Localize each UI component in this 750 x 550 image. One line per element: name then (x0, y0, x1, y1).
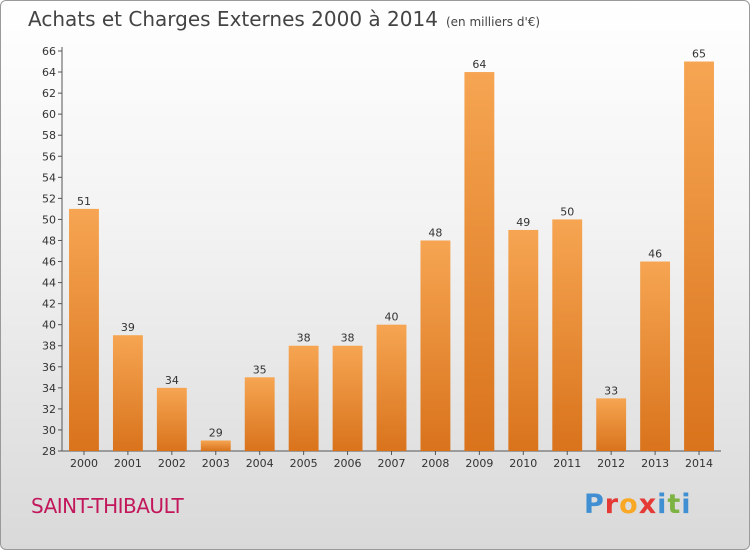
bar-value-label: 39 (121, 321, 135, 334)
y-tick-label: 54 (42, 171, 56, 184)
y-tick-label: 32 (42, 403, 56, 416)
logo-letter: t (667, 489, 682, 520)
x-tick-label: 2008 (421, 457, 449, 470)
y-tick-label: 34 (42, 382, 56, 395)
bar-value-label: 65 (692, 48, 706, 61)
y-tick-label: 46 (42, 256, 56, 269)
x-tick-label: 2009 (465, 457, 493, 470)
bar-value-label: 35 (253, 363, 267, 376)
logo-letter: i (657, 489, 668, 520)
logo-letter: o (619, 489, 639, 520)
y-tick-label: 60 (42, 108, 56, 121)
bar (112, 335, 143, 451)
x-tick-label: 2002 (158, 457, 186, 470)
y-tick-label: 62 (42, 87, 56, 100)
chart-title-text: Achats et Charges Externes 2000 à 2014 (28, 7, 438, 31)
bar-value-label: 29 (209, 426, 223, 439)
bar (640, 261, 671, 451)
bar (200, 440, 231, 451)
bar-value-label: 64 (472, 58, 486, 71)
bar-value-label: 33 (604, 384, 618, 397)
y-tick-label: 44 (42, 277, 56, 290)
bar (156, 387, 187, 451)
bar-value-label: 49 (516, 216, 530, 229)
bar (596, 398, 627, 451)
logo-letter: P (584, 489, 605, 520)
bar-value-label: 46 (648, 248, 662, 261)
y-tick-label: 40 (42, 319, 56, 332)
y-tick-label: 42 (42, 298, 56, 311)
bar-value-label: 38 (297, 332, 311, 345)
bar-value-label: 48 (428, 226, 442, 239)
x-tick-label: 2010 (509, 457, 537, 470)
logo-letter: x (638, 489, 658, 520)
y-tick-label: 56 (42, 150, 56, 163)
x-tick-label: 2003 (202, 457, 230, 470)
y-tick-label: 50 (42, 213, 56, 226)
x-tick-label: 2014 (685, 457, 713, 470)
x-tick-label: 2012 (597, 457, 625, 470)
x-tick-label: 2004 (246, 457, 274, 470)
y-tick-label: 64 (42, 66, 56, 79)
x-tick-label: 2001 (114, 457, 142, 470)
bar (288, 345, 319, 451)
y-tick-label: 58 (42, 129, 56, 142)
logo-letter: r (604, 489, 620, 520)
x-tick-label: 2000 (70, 457, 98, 470)
bar (376, 324, 407, 451)
y-tick-label: 36 (42, 361, 56, 374)
x-tick-label: 2005 (290, 457, 318, 470)
y-tick-label: 28 (42, 445, 56, 458)
x-tick-label: 2013 (641, 457, 669, 470)
y-tick-label: 30 (42, 424, 56, 437)
bar-value-label: 40 (385, 311, 399, 324)
chart-unit: (en milliers d'€) (445, 15, 541, 29)
city-name: SAINT-THIBAULT (31, 494, 184, 518)
bar (332, 345, 363, 451)
y-tick-label: 52 (42, 192, 56, 205)
bar (684, 61, 714, 452)
bar (244, 377, 275, 451)
y-tick-label: 38 (42, 340, 56, 353)
x-tick-label: 2006 (334, 457, 362, 470)
logo-letter: i (681, 489, 692, 520)
bar (508, 229, 539, 451)
chart-title: Achats et Charges Externes 2000 à 2014 (e… (28, 7, 540, 31)
x-tick-label: 2007 (378, 457, 406, 470)
bar (69, 208, 99, 451)
bar-value-label: 50 (560, 205, 574, 218)
proxiti-logo: Proxiti (584, 489, 692, 520)
bar (552, 219, 583, 451)
y-tick-label: 48 (42, 234, 56, 247)
bar (420, 240, 451, 451)
bar-value-label: 34 (165, 374, 179, 387)
bar-value-label: 38 (341, 332, 355, 345)
bar (464, 72, 495, 451)
x-tick-label: 2011 (553, 457, 581, 470)
y-tick-label: 66 (42, 45, 56, 58)
bar-value-label: 51 (77, 195, 91, 208)
